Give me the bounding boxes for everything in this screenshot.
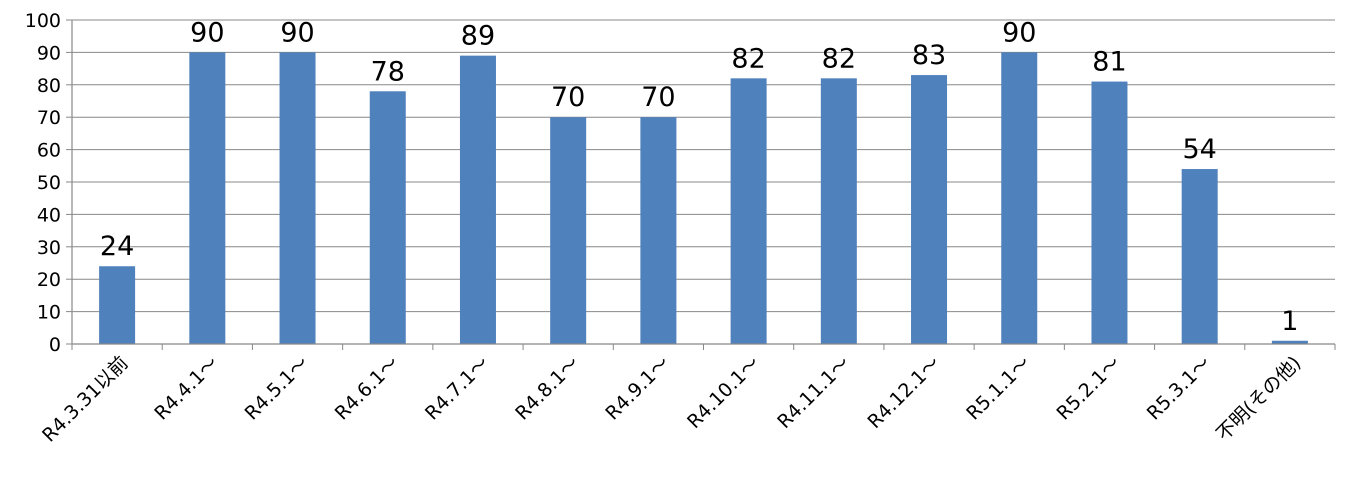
x-tick-label: R4.8.1〜 [511, 352, 584, 425]
bar [1271, 340, 1308, 344]
bar [1001, 52, 1038, 345]
bar [911, 75, 948, 344]
x-tick-label: R4.7.1〜 [421, 352, 494, 425]
bar [1091, 81, 1128, 344]
data-label: 83 [912, 40, 946, 71]
y-tick-label: 50 [37, 172, 61, 194]
axes [66, 19, 1336, 350]
data-label: 82 [822, 43, 856, 74]
x-tick-label: R5.2.1〜 [1052, 352, 1125, 425]
y-tick-label: 70 [37, 107, 61, 129]
bar [1181, 169, 1218, 344]
bar [99, 266, 136, 344]
data-labels: 24 90 90 78 89 70 70 82 82 83 90 81 54 1 [100, 17, 1299, 336]
y-tick-label: 90 [37, 42, 61, 64]
y-tick-label: 10 [37, 302, 61, 324]
bar [550, 117, 587, 344]
y-tick-label: 100 [25, 10, 61, 32]
x-tick-label: R4.11.1〜 [773, 352, 854, 433]
x-tick-label: R4.12.1〜 [864, 352, 945, 433]
gridlines [72, 19, 1335, 313]
y-tick-labels: 0 10 20 30 40 50 60 70 80 90 100 [25, 10, 61, 356]
x-tick-label: R4.3.31以前 [38, 352, 132, 446]
bar [279, 52, 316, 345]
bars [99, 52, 1308, 345]
bar [189, 52, 226, 345]
data-label: 78 [371, 56, 405, 87]
x-tick-label: R4.4.1〜 [150, 352, 223, 425]
x-tick-label: R4.5.1〜 [241, 352, 314, 425]
data-label: 89 [461, 21, 495, 52]
data-label: 82 [731, 43, 765, 74]
x-tick-label: R5.1.1〜 [962, 352, 1035, 425]
data-label: 1 [1281, 306, 1298, 337]
data-label: 90 [1002, 17, 1036, 48]
bar [369, 91, 406, 344]
data-label: 70 [551, 82, 585, 113]
data-label: 90 [280, 17, 314, 48]
data-label: 81 [1092, 47, 1126, 78]
data-label: 90 [190, 17, 224, 48]
x-tick-label: R5.3.1〜 [1143, 352, 1216, 425]
bar [459, 55, 496, 344]
bar [820, 78, 857, 344]
x-tick-label: R4.6.1〜 [331, 352, 404, 425]
bar [640, 117, 677, 344]
y-tick-label: 20 [37, 269, 61, 291]
data-label: 24 [100, 231, 134, 262]
y-tick-label: 30 [37, 237, 61, 259]
bar [730, 78, 767, 344]
x-tick-label: R4.9.1〜 [601, 352, 674, 425]
y-tick-label: 40 [37, 204, 61, 226]
y-tick-label: 60 [37, 140, 61, 162]
x-tick-label: R4.10.1〜 [683, 352, 764, 433]
y-tick-label: 80 [37, 75, 61, 97]
x-tick-labels: R4.3.31以前 R4.4.1〜 R4.5.1〜 R4.6.1〜 R4.7.1〜 R4.… [38, 352, 1305, 446]
data-label: 70 [641, 82, 675, 113]
x-tick-label: 不明(その他) [1212, 352, 1305, 445]
y-tick-label: 0 [49, 334, 61, 356]
data-label: 54 [1182, 134, 1216, 165]
